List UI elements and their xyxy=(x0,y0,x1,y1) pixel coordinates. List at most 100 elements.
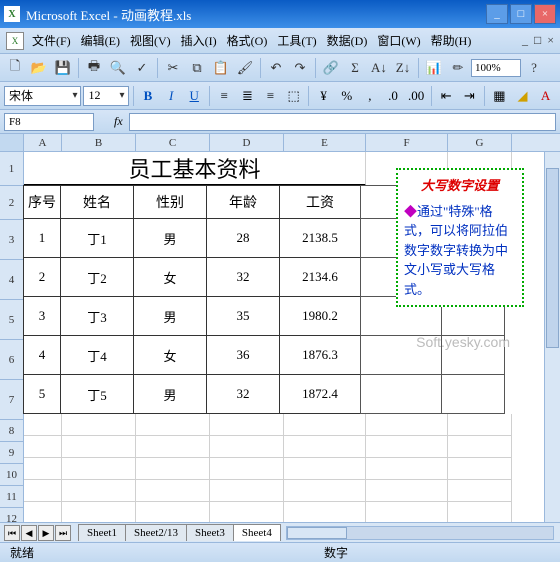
preview-icon[interactable]: 🔍 xyxy=(107,57,129,79)
cell[interactable] xyxy=(136,480,210,502)
fx-icon[interactable]: fx xyxy=(114,114,123,129)
data-cell[interactable]: 1 xyxy=(23,218,61,258)
minimize-button[interactable]: _ xyxy=(486,4,508,24)
row-header-2[interactable]: 2 xyxy=(0,186,24,220)
vertical-scrollbar[interactable] xyxy=(544,152,560,522)
cell[interactable] xyxy=(366,502,448,522)
data-cell[interactable]: 28 xyxy=(206,218,280,258)
bold-button[interactable]: B xyxy=(137,85,158,107)
col-header-B[interactable]: B xyxy=(62,134,136,151)
row-header-4[interactable]: 4 xyxy=(0,260,24,300)
row-header-12[interactable]: 12 xyxy=(0,508,24,522)
data-cell[interactable]: 女 xyxy=(133,257,207,297)
inc-decimal-icon[interactable]: .0 xyxy=(382,85,403,107)
col-header-E[interactable]: E xyxy=(284,134,366,151)
data-cell[interactable]: 丁3 xyxy=(60,296,134,336)
cell[interactable] xyxy=(24,436,62,458)
row-header-5[interactable]: 5 xyxy=(0,300,24,340)
data-cell[interactable]: 丁5 xyxy=(60,374,134,414)
cell[interactable] xyxy=(210,502,284,522)
cell[interactable] xyxy=(360,374,442,414)
row-header-11[interactable]: 11 xyxy=(0,486,24,508)
italic-button[interactable]: I xyxy=(161,85,182,107)
cell[interactable] xyxy=(366,414,448,436)
title-cell[interactable]: 员工基本资料 xyxy=(24,152,366,186)
data-cell[interactable]: 4 xyxy=(23,335,61,375)
horizontal-scrollbar[interactable] xyxy=(286,526,554,540)
cell[interactable] xyxy=(210,480,284,502)
help-icon[interactable]: ? xyxy=(523,57,545,79)
drawing-icon[interactable]: ✏ xyxy=(447,57,469,79)
cell[interactable] xyxy=(62,414,136,436)
new-icon[interactable]: 🗋 xyxy=(4,57,26,79)
name-box[interactable]: F8 xyxy=(4,113,94,131)
sheet-tab[interactable]: Sheet4 xyxy=(233,524,281,541)
col-header-C[interactable]: C xyxy=(136,134,210,151)
excel-icon[interactable]: X xyxy=(6,32,24,50)
cell[interactable] xyxy=(136,436,210,458)
sort-desc-icon[interactable]: Z↓ xyxy=(392,57,414,79)
cell[interactable] xyxy=(24,502,62,522)
cell[interactable] xyxy=(62,436,136,458)
sum-icon[interactable]: Σ xyxy=(344,57,366,79)
data-cell[interactable]: 女 xyxy=(133,335,207,375)
cell[interactable] xyxy=(136,414,210,436)
tab-first-icon[interactable]: ⏮ xyxy=(4,525,20,541)
col-header-F[interactable]: F xyxy=(366,134,448,151)
menu-file[interactable]: 文件(F) xyxy=(32,32,71,49)
data-cell[interactable]: 男 xyxy=(133,218,207,258)
cell[interactable] xyxy=(448,414,512,436)
undo-icon[interactable]: ↶ xyxy=(265,57,287,79)
menu-help[interactable]: 帮助(H) xyxy=(431,32,472,49)
tab-prev-icon[interactable]: ◀ xyxy=(21,525,37,541)
data-cell[interactable]: 32 xyxy=(206,257,280,297)
data-cell[interactable]: 1872.4 xyxy=(279,374,361,414)
data-cell[interactable]: 3 xyxy=(23,296,61,336)
sheet-tab[interactable]: Sheet1 xyxy=(78,524,126,541)
row-header-3[interactable]: 3 xyxy=(0,220,24,260)
dec-decimal-icon[interactable]: .00 xyxy=(406,85,427,107)
data-cell[interactable]: 丁1 xyxy=(60,218,134,258)
cell[interactable] xyxy=(448,480,512,502)
sheet-tab[interactable]: Sheet2/13 xyxy=(125,524,187,541)
menu-data[interactable]: 数据(D) xyxy=(327,32,368,49)
header-cell[interactable]: 序号 xyxy=(23,185,61,219)
underline-button[interactable]: U xyxy=(184,85,205,107)
data-cell[interactable]: 2138.5 xyxy=(279,218,361,258)
data-cell[interactable]: 丁4 xyxy=(60,335,134,375)
cell[interactable] xyxy=(62,502,136,522)
cell[interactable] xyxy=(62,480,136,502)
data-cell[interactable]: 男 xyxy=(133,296,207,336)
sort-asc-icon[interactable]: A↓ xyxy=(368,57,390,79)
link-icon[interactable]: 🔗 xyxy=(320,57,342,79)
col-header-D[interactable]: D xyxy=(210,134,284,151)
copy-icon[interactable]: ⧉ xyxy=(186,57,208,79)
data-cell[interactable]: 5 xyxy=(23,374,61,414)
paste-icon[interactable]: 📋 xyxy=(210,57,232,79)
format-painter-icon[interactable]: 🖌 xyxy=(234,57,256,79)
row-header-8[interactable]: 8 xyxy=(0,420,24,442)
header-cell[interactable]: 工资 xyxy=(279,185,361,219)
cell[interactable] xyxy=(210,458,284,480)
data-cell[interactable]: 32 xyxy=(206,374,280,414)
data-cell[interactable]: 2134.6 xyxy=(279,257,361,297)
data-cell[interactable]: 男 xyxy=(133,374,207,414)
row-header-9[interactable]: 9 xyxy=(0,442,24,464)
cut-icon[interactable]: ✂ xyxy=(162,57,184,79)
row-header-10[interactable]: 10 xyxy=(0,464,24,486)
mdi-restore-icon[interactable]: □ xyxy=(534,33,541,48)
comma-icon[interactable]: , xyxy=(359,85,380,107)
align-right-icon[interactable]: ≡ xyxy=(260,85,281,107)
menu-format[interactable]: 格式(O) xyxy=(227,32,268,49)
cell[interactable] xyxy=(284,480,366,502)
cell[interactable] xyxy=(448,502,512,522)
dec-indent-icon[interactable]: ⇤ xyxy=(436,85,457,107)
cell[interactable] xyxy=(284,414,366,436)
data-cell[interactable]: 1980.2 xyxy=(279,296,361,336)
menu-edit[interactable]: 编辑(E) xyxy=(81,32,120,49)
font-color-icon[interactable]: A xyxy=(535,85,556,107)
header-cell[interactable]: 姓名 xyxy=(60,185,134,219)
chart-icon[interactable]: 📊 xyxy=(423,57,445,79)
spell-icon[interactable]: ✓ xyxy=(131,57,153,79)
maximize-button[interactable]: □ xyxy=(510,4,532,24)
